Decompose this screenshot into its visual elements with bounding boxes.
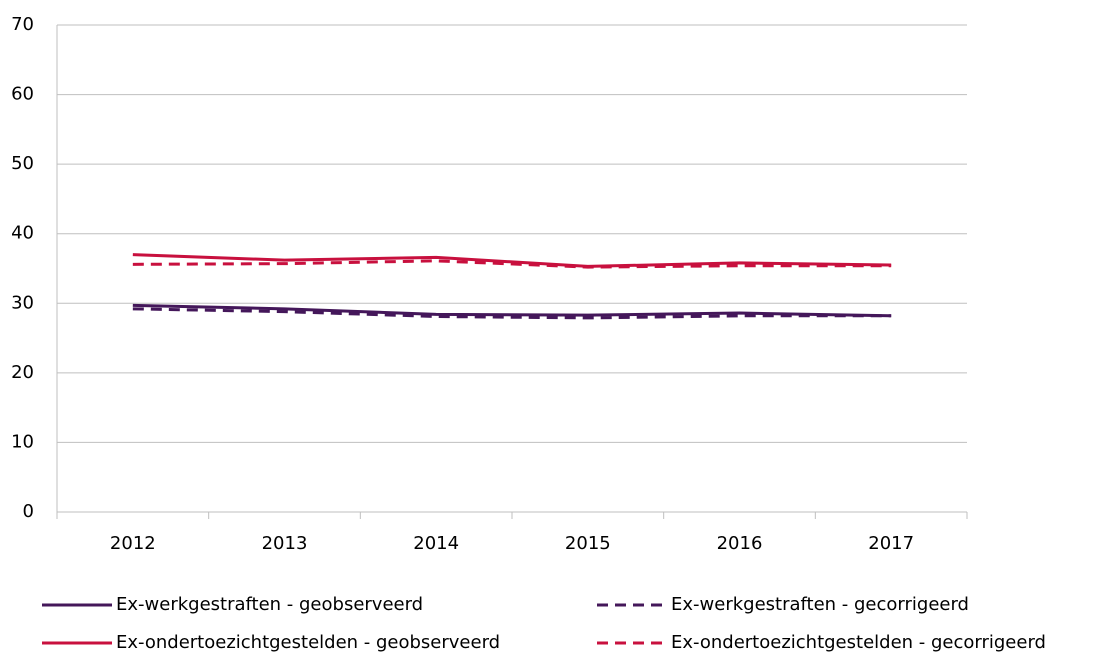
x-tick-label: 2015 (565, 533, 611, 554)
y-tick-label: 50 (11, 153, 34, 174)
y-tick-label: 60 (11, 84, 34, 105)
legend-label: Ex-ondertoezichtgestelden - gecorrigeerd (671, 632, 1046, 653)
series-line (132, 303, 892, 318)
series-line (132, 259, 892, 269)
legend-label: Ex-ondertoezichtgestelden - geobserveerd (116, 632, 500, 653)
y-tick-label: 20 (11, 362, 34, 383)
y-tick-label: 70 (11, 14, 34, 35)
x-tick-label: 2016 (717, 533, 763, 554)
y-tick-label: 10 (11, 431, 34, 452)
legend-label: Ex-werkgestraften - gecorrigeerd (671, 594, 969, 615)
x-tick-label: 2012 (110, 533, 156, 554)
series-line (132, 307, 892, 320)
y-tick-label: 30 (11, 292, 34, 313)
series-line (132, 253, 892, 268)
y-tick-label: 0 (23, 501, 34, 522)
x-tick-label: 2014 (413, 533, 459, 554)
x-tick-label: 2013 (262, 533, 308, 554)
y-tick-label: 40 (11, 223, 34, 244)
legend-label: Ex-werkgestraften - geobserveerd (116, 594, 423, 615)
x-tick-label: 2017 (868, 533, 914, 554)
